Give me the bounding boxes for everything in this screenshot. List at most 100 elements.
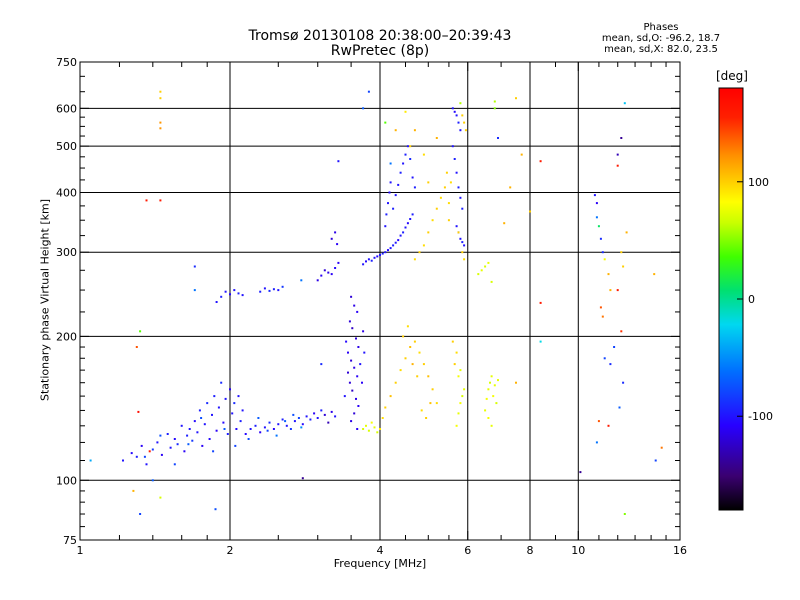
data-point [266,429,269,432]
data-point [132,489,135,492]
data-point [457,121,460,124]
data-point [427,181,430,184]
data-point [445,171,448,174]
data-point [254,424,257,427]
data-point [601,315,604,318]
data-point [268,421,271,424]
data-point [620,251,623,254]
colorbar-tick-label: 0 [748,293,755,306]
data-point [348,381,351,384]
data-point [422,244,425,247]
data-point [309,418,312,421]
data-point [497,379,499,382]
data-point [429,402,432,405]
x-tick-label: 6 [464,544,471,557]
data-point [180,424,183,427]
data-point [363,351,366,354]
data-point [384,251,387,254]
data-point [455,351,458,354]
data-point [183,450,186,453]
data-point [337,160,340,163]
data-point [151,479,154,482]
data-point [387,202,389,205]
data-point [229,293,231,296]
data-point [301,477,304,480]
data-point [187,443,190,446]
grid [80,62,680,540]
data-point [455,225,458,228]
data-point [404,357,407,360]
data-point [148,450,151,453]
data-point [351,327,354,330]
data-point [356,428,359,430]
data-point [237,395,240,398]
data-point [277,423,280,426]
data-point [455,424,458,427]
data-point [595,202,598,205]
data-point [593,194,596,197]
data-point [293,420,296,423]
data-point [159,434,162,437]
data-point [281,285,284,288]
data-point [487,261,490,264]
data-point [529,210,531,213]
data-point [620,330,623,333]
data-point [453,110,456,113]
data-point [351,389,354,392]
data-point [453,158,456,160]
data-point [330,410,333,413]
data-point [200,417,203,419]
data-point [399,234,402,237]
data-points [89,90,663,515]
data-point [193,289,196,292]
data-point [461,114,464,117]
data-point [186,434,189,437]
data-point [487,388,490,391]
data-point [211,413,213,416]
data-point [455,171,458,174]
data-point [370,421,373,424]
data-point [323,269,326,272]
data-point [509,186,512,189]
data-point [459,402,462,405]
data-point [196,431,199,434]
chart-title: Tromsø 20130108 20:38:00–20:39:43 [248,28,512,44]
data-point [595,441,598,444]
data-point [404,226,407,229]
data-point [599,306,602,309]
data-point [623,513,626,515]
data-point [435,402,438,405]
data-point [357,405,360,407]
data-point [122,459,124,462]
data-point [145,199,148,202]
data-point [603,357,606,360]
data-point [402,335,405,338]
data-point [394,241,397,244]
data-point [463,258,466,261]
data-point [484,409,487,412]
data-point [362,263,365,266]
phase-stats-o: mean, sd,O: -96.2, 18.7 [601,33,721,44]
data-point [539,160,542,163]
data-point [222,421,225,424]
data-point [490,375,493,378]
data-point [350,295,353,298]
data-point [495,402,498,405]
data-point [413,129,416,132]
data-point [348,320,351,323]
data-point [139,330,142,333]
data-point [461,251,464,254]
data-point [373,426,376,429]
data-point [217,406,220,409]
data-point [413,258,416,261]
data-point [459,369,462,372]
data-point [336,243,339,246]
data-point [463,388,466,391]
data-point [609,363,612,366]
data-point [406,222,409,225]
data-point [613,346,616,348]
data-point [539,301,542,304]
x-axis-label: Frequency [MHz] [333,557,427,570]
data-point [226,433,229,435]
data-point [416,375,419,378]
